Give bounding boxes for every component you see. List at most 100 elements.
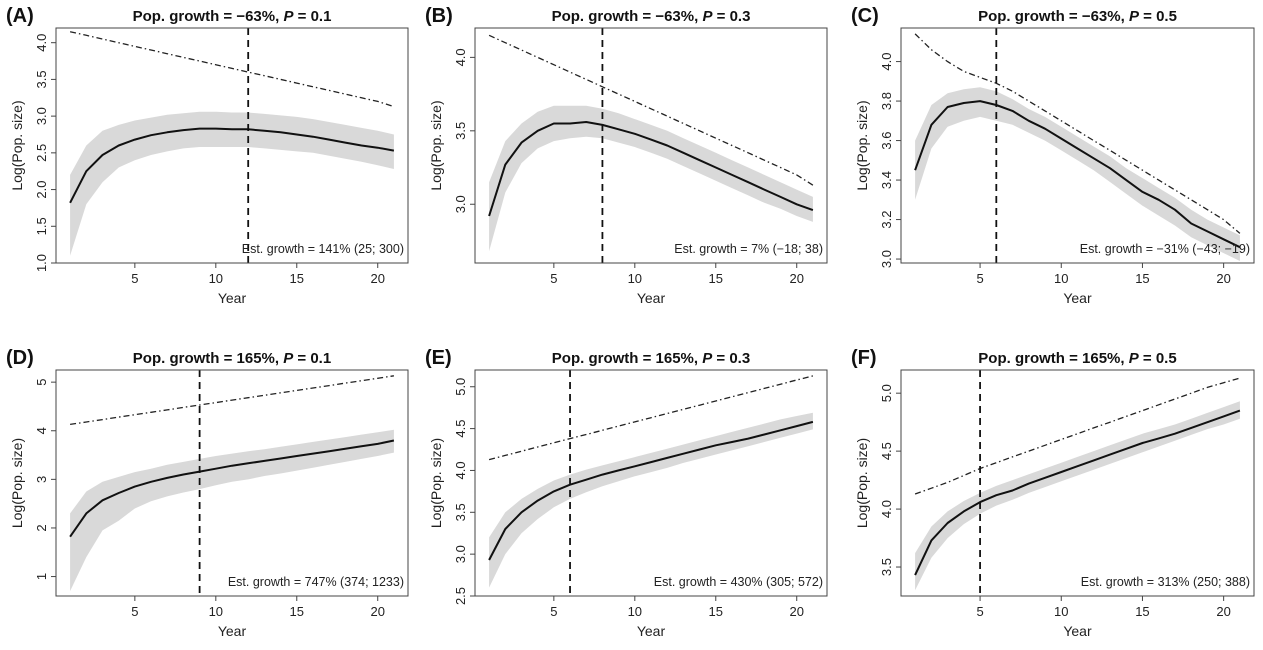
plot-frame [55,369,409,597]
y-tick-label: 4.0 [879,53,894,71]
y-tick-label: 3.5 [453,503,468,521]
x-tick-label: 20 [1216,271,1230,286]
solid-series-line [69,439,395,538]
y-axis-label: Log(Pop. size) [9,100,25,190]
solid-series-line [914,100,1241,249]
y-tick-label: 1 [34,573,49,580]
y-tick-label: 3.0 [879,250,894,268]
x-tick-label: 15 [1135,604,1149,619]
y-tick-label: 3.5 [453,122,468,140]
panel-2: 5 10 15 20 3.0 3.2 3.4 3.6 3.8 4.0 Year Log(Pop. si… [851,5,1255,306]
solid-series-line [914,409,1241,576]
chart-title: Pop. growth = −63%, P = 0.1 [133,8,332,25]
solid-series-line [488,121,814,217]
title-p-value: = 0.1 [293,8,331,25]
y-tick-label: 4.5 [453,420,468,438]
x-tick-label: 5 [550,271,557,286]
x-axis-label: Year [1063,623,1092,639]
title-p-symbol: P [283,350,294,367]
dotdash-series-line [69,31,395,108]
panel-letter: (F) [851,347,877,369]
title-main: Pop. growth = 165%, [133,350,283,367]
x-tick-label: 5 [976,604,983,619]
y-tick-label: 1.5 [34,217,49,235]
plot-frame [900,369,1255,597]
x-axis-label: Year [1063,290,1092,306]
ci-band [70,111,394,256]
chart-title: Pop. growth = −63%, P = 0.3 [552,8,751,25]
plot-frame [900,27,1255,264]
title-p-symbol: P [702,8,713,25]
y-tick-label: 4.0 [453,48,468,66]
title-p-symbol: P [702,350,713,367]
growth-annotation: Est. growth = 313% (250; 388) [1081,575,1250,589]
y-axis-label: Log(Pop. size) [854,100,870,190]
title-p-value: = 0.3 [712,350,750,367]
y-axis-label: Log(Pop. size) [428,438,444,528]
y-tick-label: 3 [34,476,49,483]
dotdash-series-line [914,33,1241,234]
ci-band [915,401,1240,591]
y-tick-label: 3.5 [879,558,894,576]
solid-series-line [488,420,814,561]
x-tick-label: 15 [709,271,723,286]
x-tick-label: 5 [976,271,983,286]
x-tick-label: 10 [628,604,642,619]
chart-title: Pop. growth = 165%, P = 0.1 [133,350,331,367]
y-tick-label: 2 [34,524,49,531]
y-axis-label: Log(Pop. size) [428,100,444,190]
y-tick-label: 4.5 [879,442,894,460]
title-main: Pop. growth = 165%, [552,350,702,367]
chart-title: Pop. growth = 165%, P = 0.5 [978,350,1176,367]
panel-1: 5 10 15 20 3.0 3.5 4.0 Year Log(Pop. size) (B) Pop… [425,5,828,306]
y-tick-label: 2.5 [34,144,49,162]
y-tick-label: 3.8 [879,92,894,110]
panel-letter: (E) [425,347,452,369]
x-tick-label: 20 [370,271,384,286]
panel-letter: (A) [6,5,34,27]
title-main: Pop. growth = −63%, [978,8,1129,25]
y-tick-label: 2.5 [453,587,468,605]
panel-letter: (D) [6,347,34,369]
dotdash-series-line [488,375,814,461]
x-axis-label: Year [218,623,247,639]
chart-title: Pop. growth = 165%, P = 0.3 [552,350,750,367]
y-tick-label: 4.0 [453,461,468,479]
x-tick-label: 10 [1054,604,1068,619]
x-tick-label: 5 [131,271,138,286]
y-tick-label: 3.6 [879,132,894,150]
x-tick-label: 20 [789,604,803,619]
y-tick-label: 4.0 [34,34,49,52]
growth-annotation: Est. growth = 747% (374; 1233) [228,575,404,589]
x-tick-label: 10 [209,604,223,619]
y-axis-label: Log(Pop. size) [9,438,25,528]
title-main: Pop. growth = 165%, [978,350,1128,367]
growth-annotation: Est. growth = −31% (−43; −19) [1080,242,1250,256]
y-tick-label: 4 [34,427,49,434]
plot-frame [474,369,828,597]
y-tick-label: 3.5 [34,70,49,88]
dotdash-series-line [70,375,394,426]
title-p-symbol: P [283,8,294,25]
x-axis-label: Year [218,290,247,306]
x-tick-label: 20 [789,271,803,286]
panel-0: 5 10 15 20 1.0 1.5 2.0 2.5 3.0 3.5 4.0 Year Log(Pop.… [6,5,409,306]
y-tick-label: 3.0 [453,545,468,563]
title-p-symbol: P [1129,350,1140,367]
y-tick-label: 3.4 [879,171,894,189]
x-tick-label: 15 [709,604,723,619]
x-axis-label: Year [637,623,666,639]
x-tick-label: 15 [290,271,304,286]
title-p-symbol: P [1129,8,1140,25]
y-tick-label: 2.0 [34,181,49,199]
x-tick-label: 5 [550,604,557,619]
y-tick-label: 3.0 [34,107,49,125]
x-tick-label: 20 [370,604,384,619]
panel-3: 5 10 15 20 1 2 3 4 5 Year Log(Pop. size) (D) Pop. gr… [6,347,409,639]
plot-frame [474,27,828,264]
x-tick-label: 5 [131,604,138,619]
panel-5: 5 10 15 20 3.5 4.0 4.5 5.0 Year Log(Pop. size) (F)… [851,347,1255,639]
panel-letter: (C) [851,5,879,27]
ci-band [489,105,813,252]
